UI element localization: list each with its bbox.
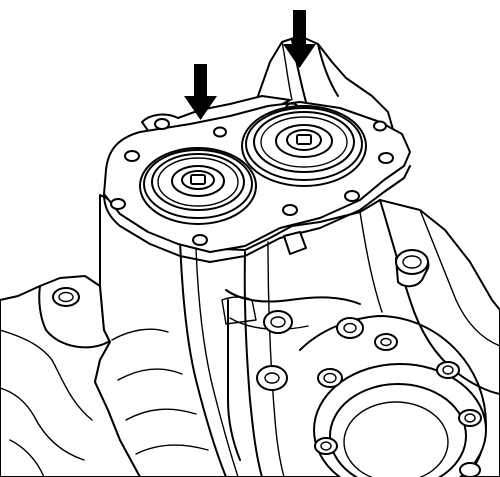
flange-bolt-hole-icon xyxy=(213,126,227,138)
flange-bolt-hole-icon xyxy=(373,120,387,132)
top-flange xyxy=(103,35,411,263)
flange-bolt-hole-icon xyxy=(344,190,360,202)
right-seal xyxy=(241,105,367,187)
flange-bolt-hole-icon xyxy=(154,118,170,130)
bore-bolt-hole-icon xyxy=(459,462,481,477)
flange-bolt-hole-icon xyxy=(282,204,298,216)
right-seal-arrow-icon xyxy=(283,10,316,68)
left-seal-arrow-icon xyxy=(184,64,217,120)
flange-bolt-hole-icon xyxy=(124,150,140,162)
right-housing xyxy=(221,199,500,477)
flange-bolt-hole-icon xyxy=(378,152,394,164)
flange-bolt-hole-icon xyxy=(110,198,126,210)
left-seal xyxy=(139,147,257,225)
flange-bolt-hole-icon xyxy=(192,234,208,246)
